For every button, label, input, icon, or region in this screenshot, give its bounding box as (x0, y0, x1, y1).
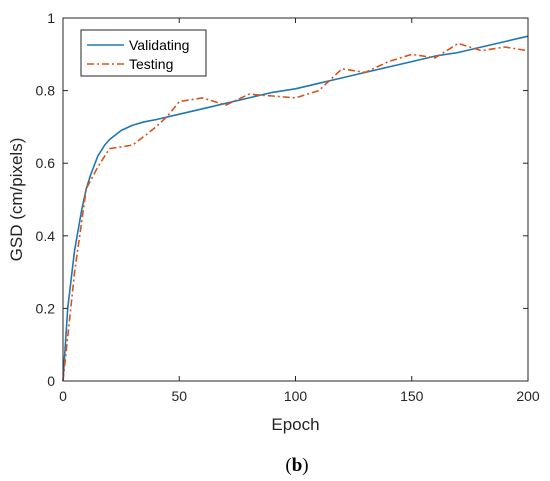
caption-letter: b (292, 455, 303, 476)
y-tick-label: 0.8 (36, 83, 56, 99)
plot-background (63, 18, 528, 381)
series-line-validating (62, 35, 529, 382)
y-axis-title: GSD (cm/pixels) (7, 138, 26, 262)
legend: Validating Testing (80, 29, 207, 77)
figure-caption: (b) (285, 455, 308, 476)
caption-open-paren: ( (285, 455, 291, 476)
x-tick-label: 150 (400, 388, 424, 404)
x-tick-label: 200 (516, 388, 540, 404)
tick-layer: 0 50 100 150 200 0 0.2 0.4 0.6 0.8 1 (36, 10, 540, 404)
legend-label-validating: Validating (129, 37, 189, 53)
y-tick-label: 0.4 (36, 228, 56, 244)
legend-box (80, 29, 207, 77)
series-layer (62, 35, 529, 382)
y-tick-label: 0.2 (36, 300, 56, 316)
x-tick-label: 0 (59, 388, 67, 404)
series-line-testing (62, 42, 529, 382)
y-tick-label: 0.6 (36, 155, 56, 171)
x-tick-label: 100 (284, 388, 308, 404)
x-axis-title: Epoch (271, 415, 319, 434)
y-tick-label: 1 (47, 10, 55, 26)
legend-label-testing: Testing (129, 56, 173, 72)
caption-close-paren: ) (302, 455, 308, 476)
y-tick-label: 0 (47, 373, 55, 389)
x-tick-label: 50 (171, 388, 187, 404)
